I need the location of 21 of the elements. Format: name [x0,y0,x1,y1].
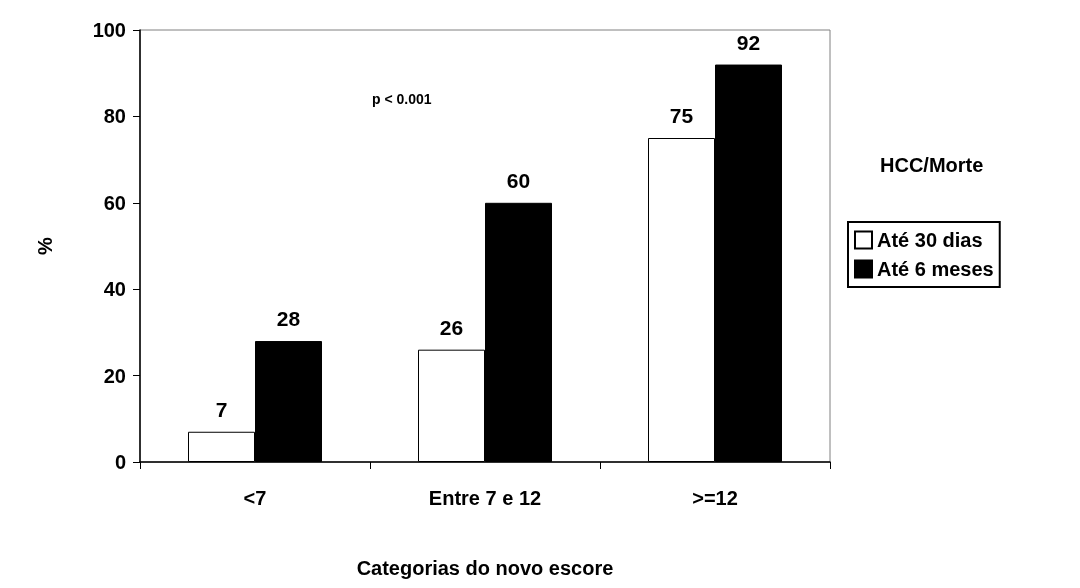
y-tick-label: 60 [103,191,126,214]
annotation: p < 0.001 [372,91,432,107]
data-label: 28 [276,307,301,331]
x-tick-label: <7 [243,487,267,509]
data-label: 26 [439,315,464,339]
x-tick-label: >=12 [692,487,738,509]
legend-label: Até 30 dias [877,229,983,251]
data-label: 7 [215,397,228,421]
y-tick-label: 0 [114,451,126,473]
legend-title: HCC/Morte [880,154,984,176]
y-tick-label: 80 [103,105,126,128]
x-axis-title: Categorias do novo escore [356,557,614,579]
data-label: 60 [506,168,531,192]
x-tick-label: Entre 7 e 12 [428,487,542,509]
legend-label: Até 6 meses [877,258,994,280]
y-tick-label: 20 [103,364,126,387]
data-label: 75 [669,104,694,127]
y-tick-label: 100 [92,19,126,41]
data-label: 92 [736,30,761,54]
y-axis-title: % [34,236,56,255]
y-tick-label: 40 [103,278,126,301]
